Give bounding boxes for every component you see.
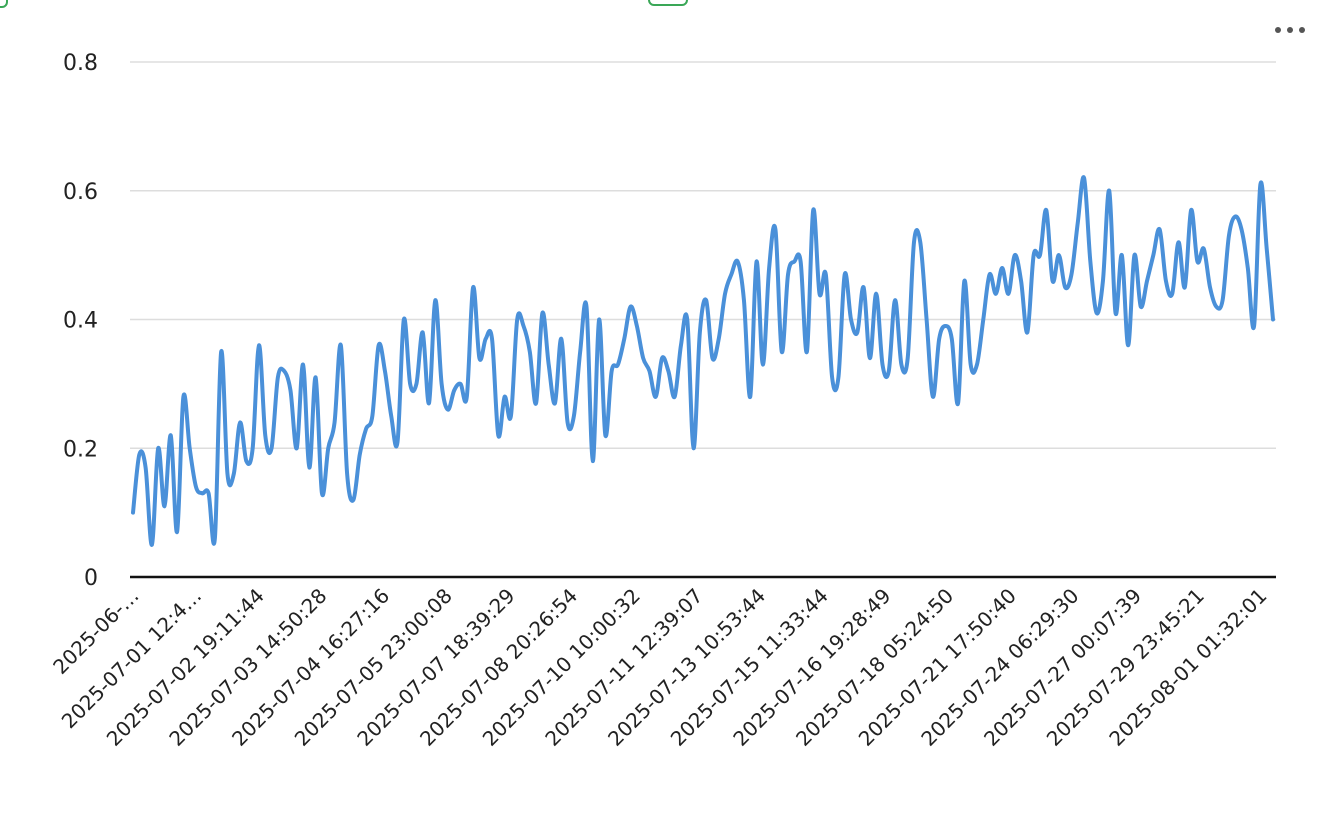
y-tick-label: 0.2 <box>63 437 98 462</box>
top-center-edge-mark <box>648 0 688 6</box>
y-tick-label: 0 <box>84 566 98 591</box>
y-tick-label: 0.6 <box>63 180 98 205</box>
x-axis: 2025-06-…2025-07-01 12:4…2025-07-02 19:1… <box>48 575 1276 751</box>
y-tick-label: 0.8 <box>63 51 98 76</box>
more-horizontal-icon <box>1275 27 1305 33</box>
series-layer <box>131 175 1275 547</box>
y-axis: 0 0.2 0.4 0.6 0.8 <box>63 51 98 591</box>
y-tick-label: 0.4 <box>63 309 98 334</box>
top-left-edge-mark <box>0 0 8 8</box>
series-line-0 <box>131 175 1275 547</box>
more-options-button[interactable] <box>1272 16 1308 44</box>
gridlines <box>130 61 1276 449</box>
